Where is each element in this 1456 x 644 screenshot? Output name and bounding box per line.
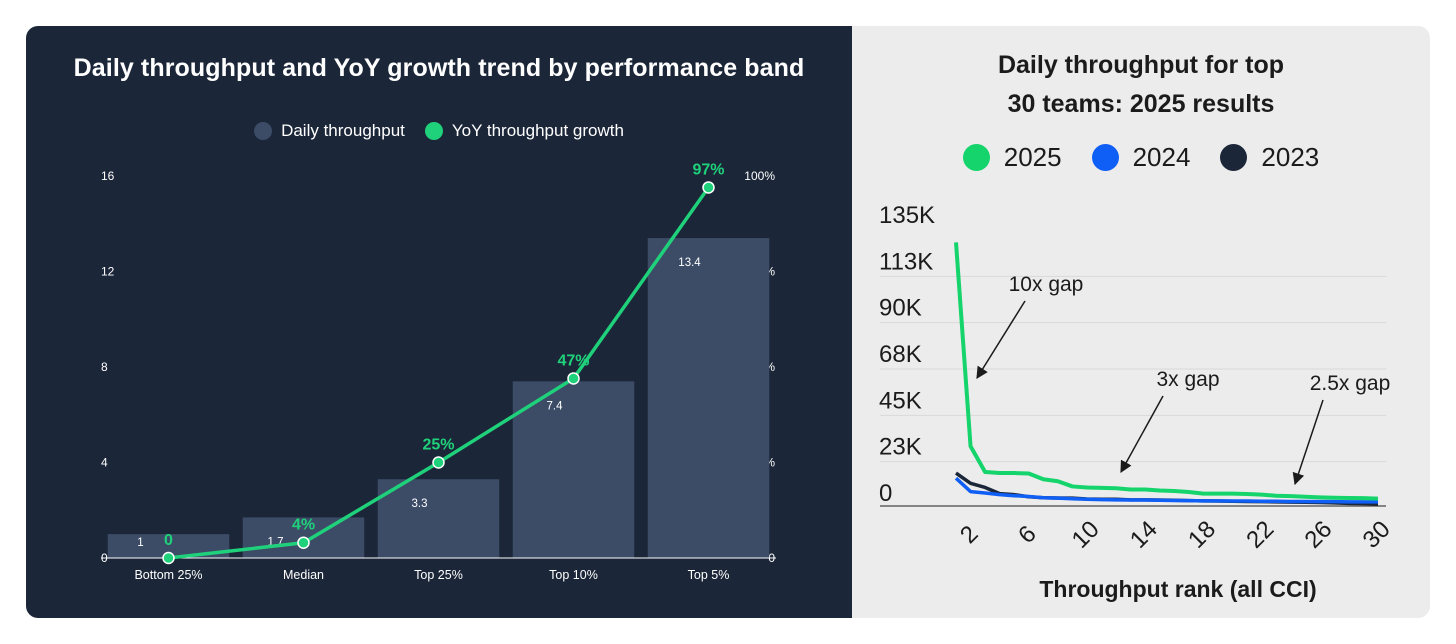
y-left-tick-label: 4: [101, 456, 108, 470]
y-right-tick-label: 100%: [744, 169, 775, 183]
line-value-label: 0: [164, 532, 173, 549]
x-tick-label: 18: [1183, 516, 1221, 554]
bar: [647, 238, 770, 558]
left-chart-title: Daily throughput and YoY growth trend by…: [73, 54, 805, 82]
legend-item-2023: 2023: [1220, 142, 1319, 173]
legend-item-yoy-growth: YoY throughput growth: [424, 121, 624, 141]
y-tick-label: 113K: [879, 248, 933, 275]
annotation-label: 3x gap: [1156, 368, 1219, 391]
line-point: [567, 372, 580, 385]
series-line-2024: [954, 476, 1378, 504]
bar: [377, 479, 500, 558]
legend-swatch-line: [424, 122, 443, 140]
x-tick-label: Top 10%: [549, 568, 598, 582]
x-tick-label: 2: [955, 520, 984, 549]
line-value-label: 47%: [557, 352, 589, 369]
annotation-arrow: [1292, 399, 1324, 486]
line-value-label: 97%: [692, 161, 724, 178]
legend-item-2024: 2024: [1091, 142, 1191, 173]
right-chart-panel: Daily throughput for top 30 teams: 2025 …: [852, 26, 1430, 618]
x-tick-label: 22: [1241, 516, 1279, 554]
x-tick-label: Bottom 25%: [134, 568, 202, 582]
x-axis-title: Throughput rank (all CCI): [1039, 576, 1316, 602]
x-tick-label: 6: [1013, 520, 1042, 549]
y-tick-label: 23K: [879, 434, 922, 461]
y-left-tick-label: 8: [101, 360, 108, 374]
left-chart-panel: Daily throughput and YoY growth trend by…: [26, 26, 852, 618]
annotation-label: 2.5x gap: [1310, 372, 1391, 395]
legend-label-2024: 2024: [1132, 142, 1191, 172]
legend-swatch-bar: [254, 122, 273, 140]
series-line-2025: [954, 242, 1379, 501]
bar: [512, 381, 635, 558]
line-point: [432, 456, 445, 469]
line-point: [702, 181, 715, 194]
annotation-arrow: [1120, 395, 1164, 474]
legend-swatch-2024: [1091, 144, 1119, 171]
y-left-tick-label: 12: [101, 265, 115, 279]
y-tick-label: 0: [879, 480, 892, 507]
y-left-tick-label: 16: [101, 169, 115, 183]
y-tick-label: 90K: [879, 295, 922, 322]
y-tick-label: 45K: [879, 387, 922, 414]
x-tick-label: 14: [1125, 516, 1163, 554]
x-tick-label: 10: [1067, 516, 1105, 554]
bar: [107, 534, 230, 558]
bar-value-label: 7.4: [547, 400, 564, 412]
bar-value-label: 3.3: [412, 498, 428, 510]
y-tick-label: 68K: [879, 341, 922, 368]
bar-value-label: 13.4: [678, 257, 701, 269]
legend-label-2023: 2023: [1261, 142, 1320, 172]
legend-label-daily-throughput: Daily throughput: [281, 121, 405, 140]
bar-value-label: 1: [137, 537, 143, 549]
legend-item-daily-throughput: Daily throughput: [254, 121, 405, 141]
y-tick-label: 135K: [879, 202, 935, 229]
legend-label-2025: 2025: [1003, 142, 1062, 172]
annotation-arrow: [976, 300, 1026, 380]
left-legend: Daily throughput YoY throughput growth: [26, 121, 852, 141]
legend-label-yoy-growth: YoY throughput growth: [451, 121, 624, 140]
right-chart-title: Daily throughput for top 30 teams: 2025 …: [997, 51, 1285, 118]
legend-item-2025: 2025: [962, 142, 1062, 173]
x-tick-label: Top 5%: [688, 568, 730, 582]
x-tick-label: Top 25%: [414, 568, 463, 582]
line-value-label: 4%: [292, 517, 315, 534]
chart-card: Daily throughput and YoY growth trend by…: [26, 26, 1430, 618]
x-tick-label: Median: [283, 568, 324, 582]
right-legend: 2025 2024 2023: [852, 142, 1430, 173]
x-tick-label: 26: [1300, 516, 1338, 554]
legend-swatch-2023: [1220, 144, 1248, 171]
x-tick-label: 30: [1358, 516, 1396, 554]
legend-swatch-2025: [962, 144, 990, 171]
line-point: [162, 551, 175, 565]
annotation-label: 10x gap: [1009, 273, 1084, 296]
line-point: [297, 536, 310, 549]
line-value-label: 25%: [422, 437, 454, 454]
